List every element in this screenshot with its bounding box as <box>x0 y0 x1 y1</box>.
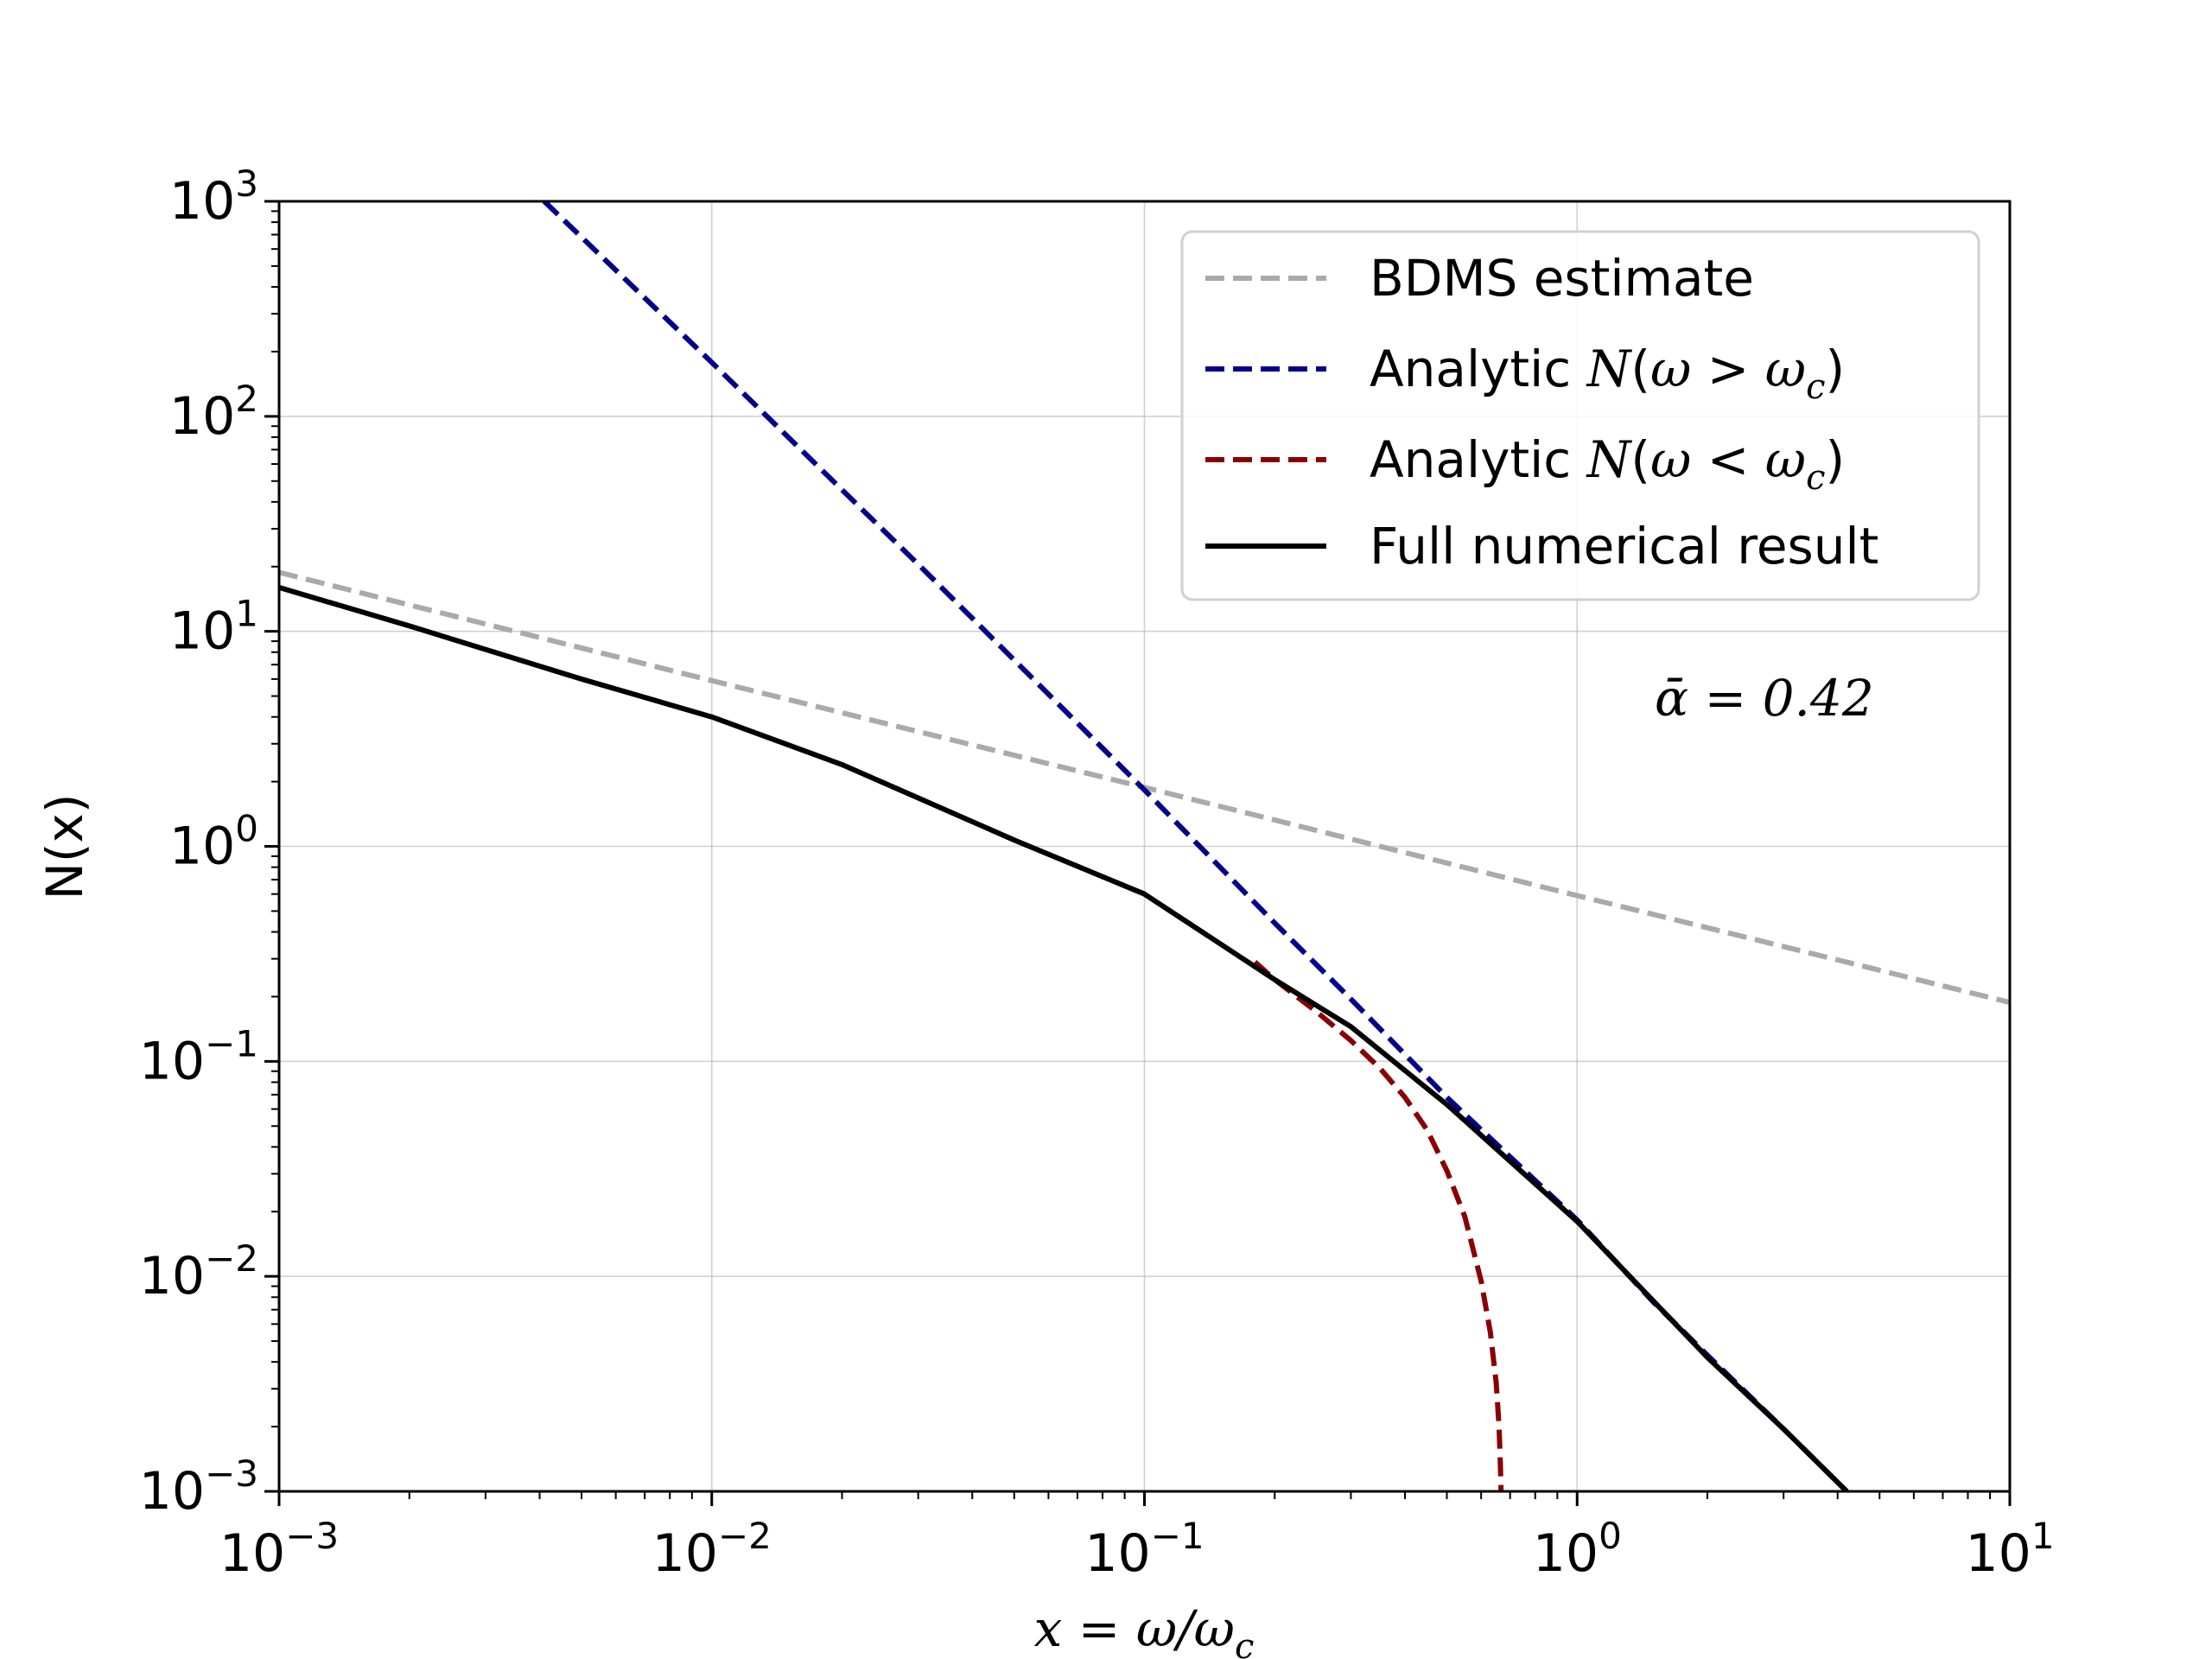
legend-label-analytic-below: Analytic N(ω < ωc) <box>1370 430 1845 498</box>
x-tick-label: 101 <box>1965 1515 2054 1584</box>
legend-box <box>1180 230 1980 601</box>
y-tick-label: 101 <box>169 593 258 662</box>
y-tick-label: 10−2 <box>139 1237 258 1306</box>
legend: BDMS estimate Analytic N(ω > ωc) Analyti… <box>1180 230 1980 601</box>
plot-frame <box>277 200 2012 1493</box>
y-tick-label: 100 <box>169 808 258 877</box>
major-ticks <box>264 200 2012 1506</box>
x-tick-label: 10−1 <box>1084 1515 1204 1584</box>
y-axis-label: N(x) <box>35 794 94 900</box>
y-tick-label: 10−3 <box>139 1452 258 1522</box>
legend-label-analytic-above: Analytic N(ω > ωc) <box>1370 340 1845 407</box>
x-tick-label: 10−3 <box>219 1515 339 1584</box>
legend-label-numerical: Full numerical result <box>1370 517 1878 575</box>
series-full-numerical <box>279 585 1849 1491</box>
series-analytic-above <box>542 201 1849 1491</box>
tick-labels: 10−3 10−2 10−1 100 101 10−3 10−2 10−1 100 101 102 1… <box>139 162 2055 1584</box>
y-tick-label: 103 <box>169 162 258 232</box>
x-axis-label: x = ω/ωc <box>1034 1599 1255 1659</box>
alpha-annotation: ᾱ = 0.42 <box>1655 669 1874 728</box>
x-tick-label: 100 <box>1533 1515 1622 1584</box>
x-tick-label: 10−2 <box>652 1515 772 1584</box>
series-analytic-below <box>1253 960 1504 1491</box>
y-tick-label: 10−1 <box>139 1022 258 1091</box>
plot-lines <box>279 201 2010 1491</box>
y-tick-label: 102 <box>169 378 258 447</box>
legend-label-bdms: BDMS estimate <box>1370 249 1754 308</box>
